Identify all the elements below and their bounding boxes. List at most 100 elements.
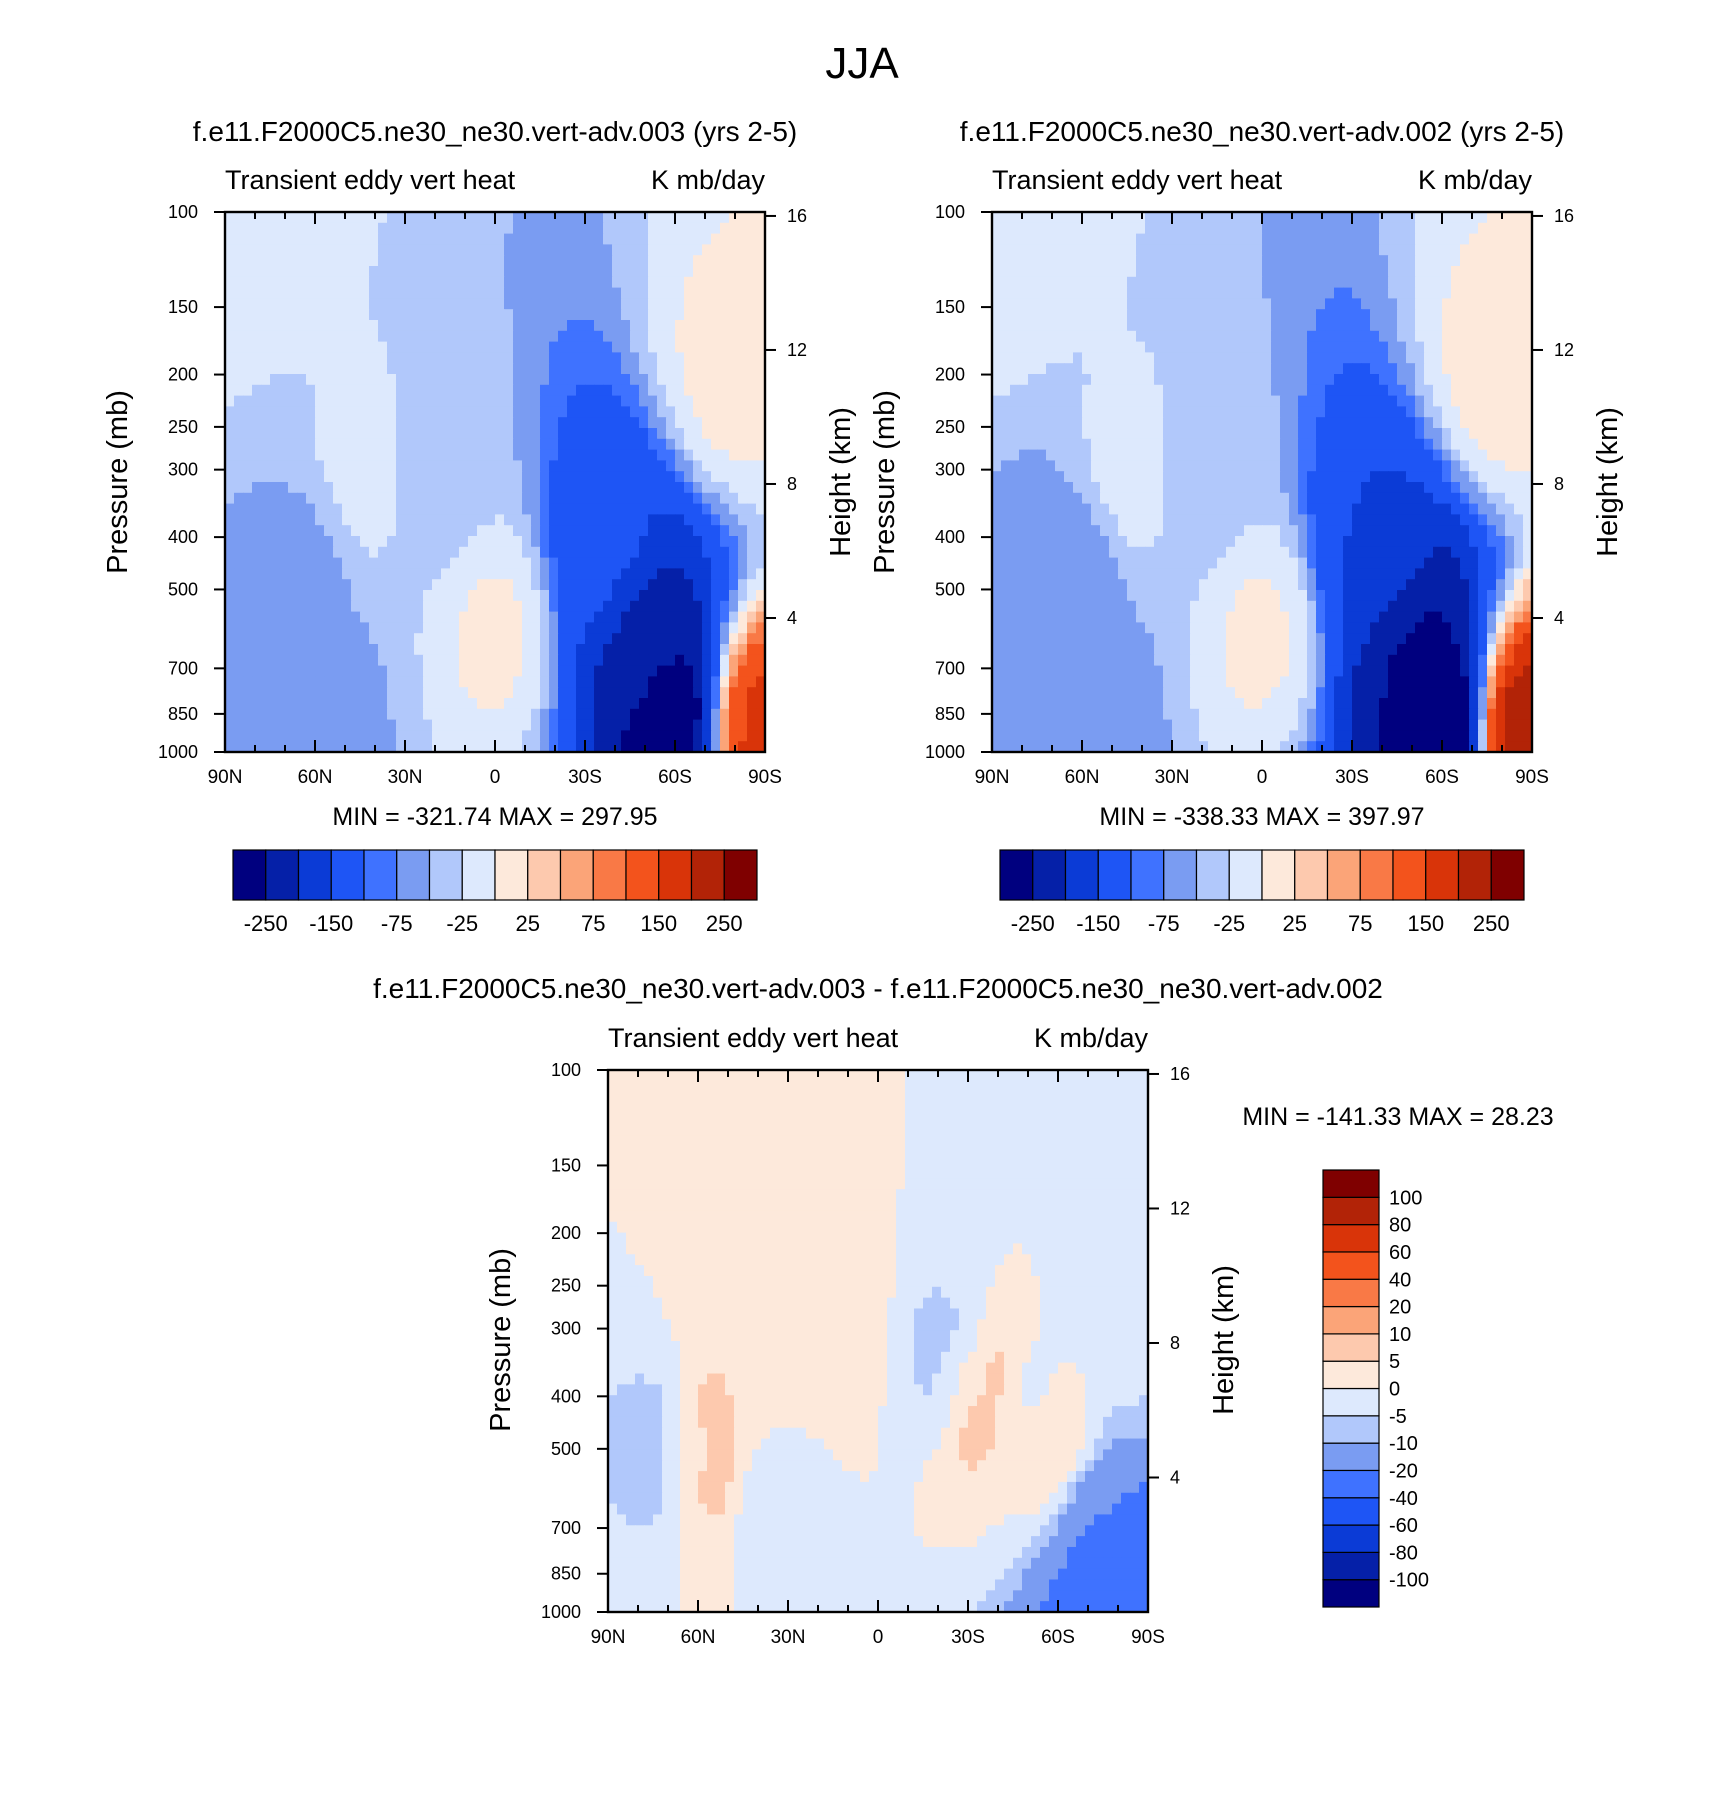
field-cell [684,719,694,731]
field-cell [342,492,352,505]
field-cell [243,482,253,494]
field-cell [243,460,253,472]
field-cell [738,395,748,407]
field-cell [513,590,523,602]
field-cell [297,222,307,235]
field-cell [360,622,370,634]
field-cell [459,352,469,364]
field-cell [1469,482,1479,494]
field-cell [396,611,406,623]
field-cell [1244,471,1254,483]
field-cell [1154,417,1164,429]
field-cell [252,374,262,386]
field-cell [1388,438,1398,451]
field-cell [1226,514,1236,526]
field-cell [1100,460,1110,472]
field-cell [477,568,487,580]
field-cell [738,514,748,526]
field-cell [992,374,1002,386]
field-cell [306,255,316,267]
field-cell [1127,428,1137,440]
field-cell [468,320,478,332]
field-cell [1154,536,1164,548]
field-cell [1226,233,1236,245]
field-cell [396,590,406,602]
field-cell [333,698,343,710]
field-cell [1217,503,1227,515]
field-cell [603,460,613,472]
field-cell [585,352,595,364]
field-cell [459,276,469,289]
field-cell [1415,212,1425,224]
field-cell [1064,276,1074,289]
field-cell [992,428,1002,440]
field-cell [747,233,757,245]
field-cell [441,460,451,472]
field-cell [594,622,604,634]
field-cell [1370,341,1380,353]
field-cell [558,406,568,418]
field-cell [1244,417,1254,429]
field-cell [378,590,388,602]
field-cell [324,600,334,613]
field-cell [729,741,739,752]
field-cell [1469,449,1479,461]
field-cell [333,222,343,235]
field-cell [243,341,253,353]
field-cell [1334,212,1344,224]
field-cell [495,525,505,537]
field-cell [423,590,433,602]
field-cell [315,492,325,505]
field-cell [1334,428,1344,440]
field-cell [1505,514,1515,526]
field-cell [423,482,433,494]
field-cell [504,244,514,256]
field-cell [1469,438,1479,451]
field-cell [1163,546,1173,559]
field-cell [1478,352,1488,364]
field-cell [1055,503,1065,515]
field-cell [729,730,739,742]
field-cell [594,266,604,278]
field-cell [279,546,289,559]
field-cell [504,298,514,310]
field-cell [1055,330,1065,343]
field-cell [711,633,721,645]
field-cell [675,374,685,386]
field-cell [504,363,514,375]
field-cell [720,363,730,375]
field-cell [738,730,748,742]
field-cell [1235,374,1245,386]
field-cell [522,741,532,752]
field-cell [351,471,361,483]
field-cell [468,741,478,752]
field-cell [315,438,325,451]
field-cell [594,276,604,289]
field-cell [495,352,505,364]
field-cell [603,363,613,375]
field-cell [1442,374,1452,386]
field-cell [1109,374,1119,386]
field-cell [1460,503,1470,515]
field-cell [423,363,433,375]
field-cell [252,676,262,688]
field-cell [585,341,595,353]
min-max-stats: MIN = -321.74 MAX = 297.95 [332,803,657,831]
field-cell [261,438,271,451]
field-cell [738,557,748,569]
field-cell [1064,222,1074,235]
field-cell [702,730,712,742]
field-cell [324,546,334,559]
field-cell [657,568,667,580]
field-cell [441,514,451,526]
field-cell [396,568,406,580]
field-cell [1271,460,1281,472]
field-cell [333,665,343,677]
field-cell [297,212,307,224]
field-cell [558,568,568,580]
field-cell [675,330,685,343]
field-cell [522,492,532,505]
field-cell [747,611,757,623]
field-cell [432,557,442,569]
field-cell [450,309,460,321]
